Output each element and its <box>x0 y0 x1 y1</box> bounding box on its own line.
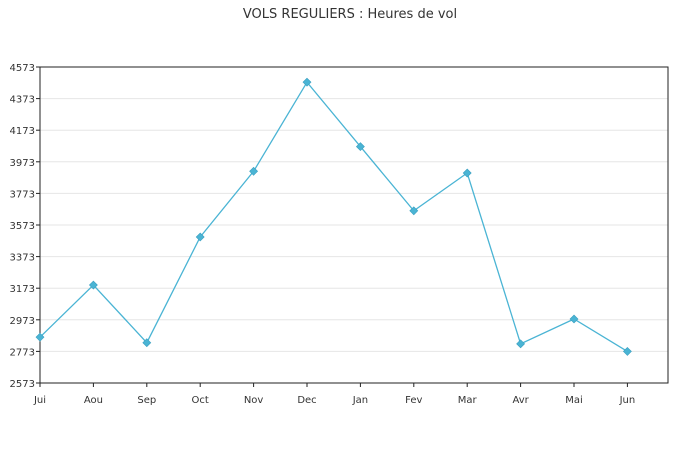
x-tick-label: Mar <box>458 395 478 406</box>
data-point[interactable] <box>516 339 526 349</box>
x-tick-label: Jan <box>352 395 368 406</box>
data-point[interactable] <box>409 206 419 216</box>
y-tick-label: 2973 <box>10 316 35 327</box>
x-tick-label: Dec <box>297 395 316 406</box>
x-tick-label: Mai <box>565 395 583 406</box>
series-group <box>35 77 632 356</box>
data-point[interactable] <box>355 142 365 152</box>
x-tick-label: Fev <box>405 395 422 406</box>
y-tick-label: 3173 <box>10 284 35 295</box>
y-tick-label: 3573 <box>10 221 35 232</box>
axis-ticks: 2573 2773 2973 3173 3373 3573 3773 3973 4173 4373… <box>10 63 636 406</box>
x-tick-label: Jun <box>619 395 636 406</box>
y-tick-label: 3973 <box>10 158 35 169</box>
x-tick-label: Oct <box>192 395 209 406</box>
y-tick-label: 3373 <box>10 253 35 264</box>
x-tick-label: Nov <box>244 395 264 406</box>
data-point[interactable] <box>195 232 205 242</box>
x-tick-label: Aou <box>84 395 103 406</box>
x-tick-label: Avr <box>512 395 529 406</box>
y-tick-label: 3773 <box>10 189 35 200</box>
data-point[interactable] <box>35 332 45 342</box>
y-tick-label: 2573 <box>10 379 35 390</box>
y-tick-label: 2773 <box>10 347 35 358</box>
y-tick-label: 4173 <box>10 126 35 137</box>
data-point[interactable] <box>88 280 98 290</box>
data-point[interactable] <box>462 168 472 178</box>
y-tick-label: 4573 <box>10 63 35 74</box>
x-tick-label: Jui <box>33 395 46 406</box>
data-point[interactable] <box>622 346 632 356</box>
data-point[interactable] <box>569 314 579 324</box>
series-line <box>39 81 628 352</box>
y-tick-label: 4373 <box>10 95 35 106</box>
data-point[interactable] <box>302 77 312 87</box>
data-point[interactable] <box>249 166 259 176</box>
x-tick-label: Sep <box>137 395 156 406</box>
data-point[interactable] <box>142 338 152 348</box>
chart-title: VOLS REGULIERS : Heures de vol <box>243 7 457 22</box>
gridlines <box>40 98 668 352</box>
